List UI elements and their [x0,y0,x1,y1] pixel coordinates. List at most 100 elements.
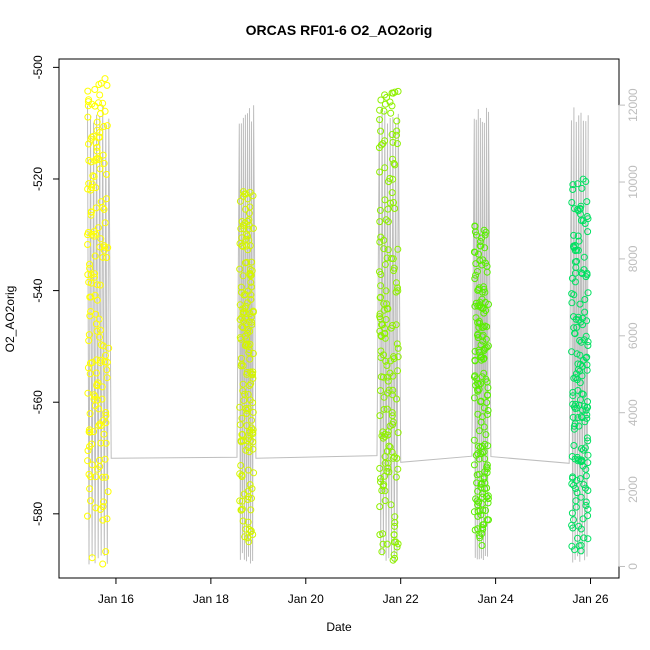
data-point [582,498,590,506]
data-point [249,531,257,538]
data-point [250,469,258,477]
data-point [98,395,106,403]
data-point [577,360,584,368]
data-point [480,283,487,291]
y-tick-label: -500 [31,55,45,79]
data-point [379,540,387,548]
data-point [248,321,256,329]
data-point [244,518,252,526]
data-point [480,423,488,431]
data-point [581,296,589,303]
data-point [93,147,101,155]
data-point [578,362,586,370]
data-point [473,497,481,505]
data-point [583,353,591,361]
data-point [248,485,256,493]
data-point [244,405,252,412]
data-point [242,236,250,243]
data-point [238,497,246,505]
data-point [87,293,95,301]
data-point [391,554,399,562]
data-point [87,271,95,279]
data-point [376,218,384,226]
data-point [85,278,93,286]
data-point [89,172,97,180]
data-point [389,418,397,426]
data-point [388,322,396,329]
data-point [91,270,99,278]
data-point [477,242,485,250]
data-point [474,387,482,395]
data-point [381,453,389,461]
data-point [88,180,96,188]
data-point [578,270,586,278]
data-point [239,517,247,525]
data-point [96,243,104,251]
data-point [389,175,397,183]
data-point [476,238,484,245]
data-point [242,446,250,454]
data-point [380,107,388,115]
data-point [241,533,249,541]
data-point [576,337,584,344]
data-point [240,291,248,299]
data-point [376,206,384,214]
data-point [376,116,384,124]
data-point [244,466,252,474]
data-point [246,481,254,489]
data-point [236,497,244,505]
data-point [569,186,577,193]
data-point [380,306,388,314]
right-tick-label: 2000 [626,476,640,503]
data-point [582,484,589,492]
data-point [243,370,251,378]
data-point [571,205,578,213]
data-point [96,165,104,173]
data-point [377,387,384,395]
data-point [248,258,256,266]
data-point [394,353,402,361]
data-point [577,413,585,421]
data-point [574,313,582,321]
data-point [578,390,586,398]
data-point [569,392,577,400]
data-point [376,531,384,539]
data-point [470,373,478,381]
data-point [242,310,250,318]
data-point [383,300,390,308]
data-point [569,413,577,421]
data-point [102,548,110,556]
data-point [481,231,489,239]
data-point [93,143,101,151]
data-point [393,131,400,139]
data-point [390,353,397,361]
data-point [480,354,488,362]
data-point [241,390,248,398]
data-point [249,374,257,382]
data-point [584,342,592,349]
data-point [387,109,395,117]
data-point [472,451,480,459]
data-point [249,408,257,416]
data-point [394,429,402,437]
data-point [393,454,401,462]
chart-title: ORCAS RF01-6 O2_AO2orig [246,22,433,38]
data-point [573,489,581,497]
data-point [478,479,485,487]
data-point [394,344,402,352]
data-point [85,470,93,478]
data-point [384,459,392,467]
data-point [379,428,387,436]
data-point [573,350,581,358]
data-point [244,534,252,542]
data-point [573,453,581,461]
data-point [236,240,244,247]
data-point [377,475,384,482]
data-point [574,232,582,240]
data-point [571,420,579,428]
data-point [245,448,253,456]
data-point [472,495,480,503]
data-point [376,313,384,321]
data-point [387,501,395,509]
data-point [389,391,396,399]
